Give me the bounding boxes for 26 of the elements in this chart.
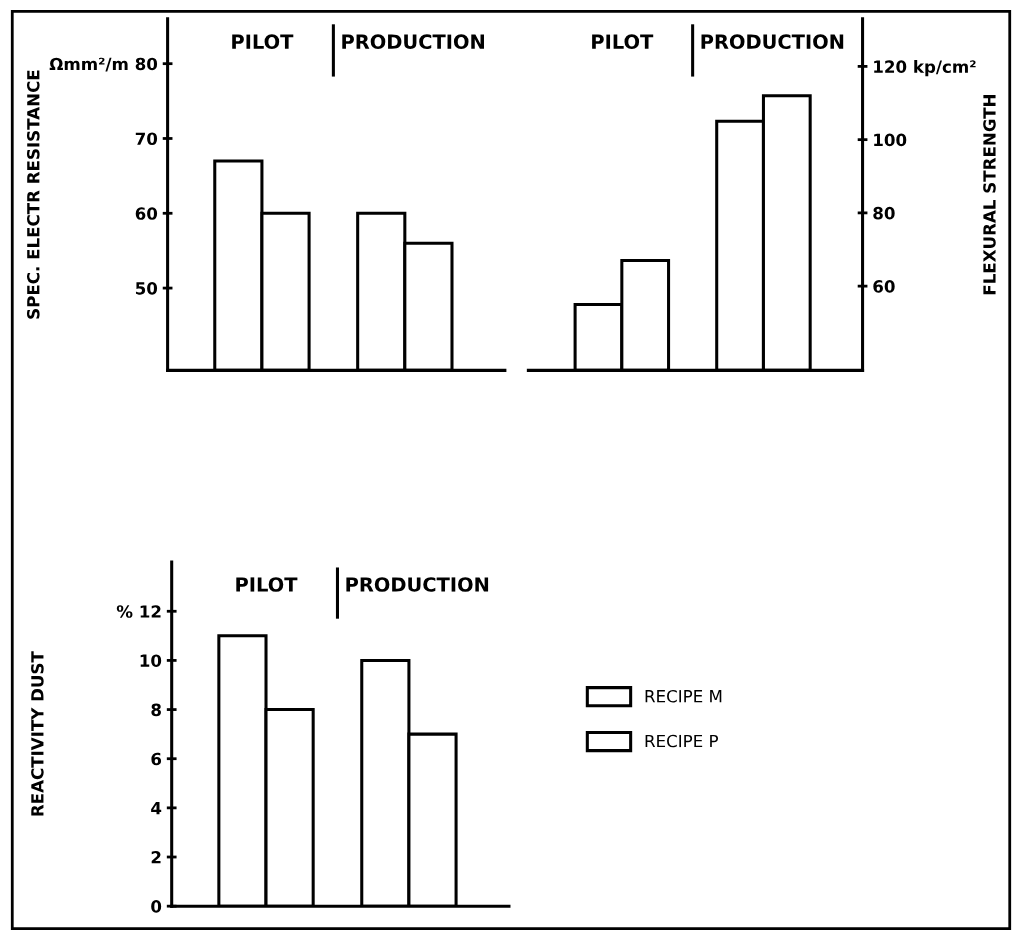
y-tick-label: % 12: [116, 605, 161, 618]
x-tick-label: PILOT: [592, 34, 654, 50]
y2-tick-label: 120 kp/cm²: [874, 60, 976, 77]
x-tick-label: PRODUCTION: [346, 577, 489, 592]
y-tick-label: 0: [151, 900, 162, 913]
x-tick-label: PRODUCTION: [342, 34, 484, 50]
legend-label: RECIPE P: [645, 734, 719, 748]
y-tick-label: 60: [135, 207, 158, 220]
y-tick-label: 2: [151, 850, 161, 864]
y-tick-label: 8: [151, 703, 161, 717]
y2-tick-label: 80: [873, 206, 895, 220]
x-tick-label: PILOT: [236, 577, 298, 592]
legend-label: RECIPE M: [645, 689, 722, 703]
y-axis-title: REACTIVITY DUST: [31, 651, 44, 816]
y-tick-label: 4: [151, 802, 162, 815]
y-tick-label: 50: [135, 282, 158, 295]
y-tick-label: Ωmm²/m 80: [49, 57, 158, 72]
y-tick-label: 10: [140, 654, 162, 667]
y-tick-label: 6: [151, 752, 162, 766]
x-tick-label: PILOT: [232, 34, 294, 50]
y-tick-label: 70: [135, 132, 158, 146]
y2-tick-label: 60: [873, 280, 895, 293]
y2-axis-title: FLEXURAL STRENGTH: [983, 95, 996, 295]
x-tick-label: PRODUCTION: [701, 34, 844, 50]
y-axis-title: SPEC. ELECTR RESISTANCE: [26, 70, 40, 319]
y2-tick-label: 100: [874, 133, 907, 147]
